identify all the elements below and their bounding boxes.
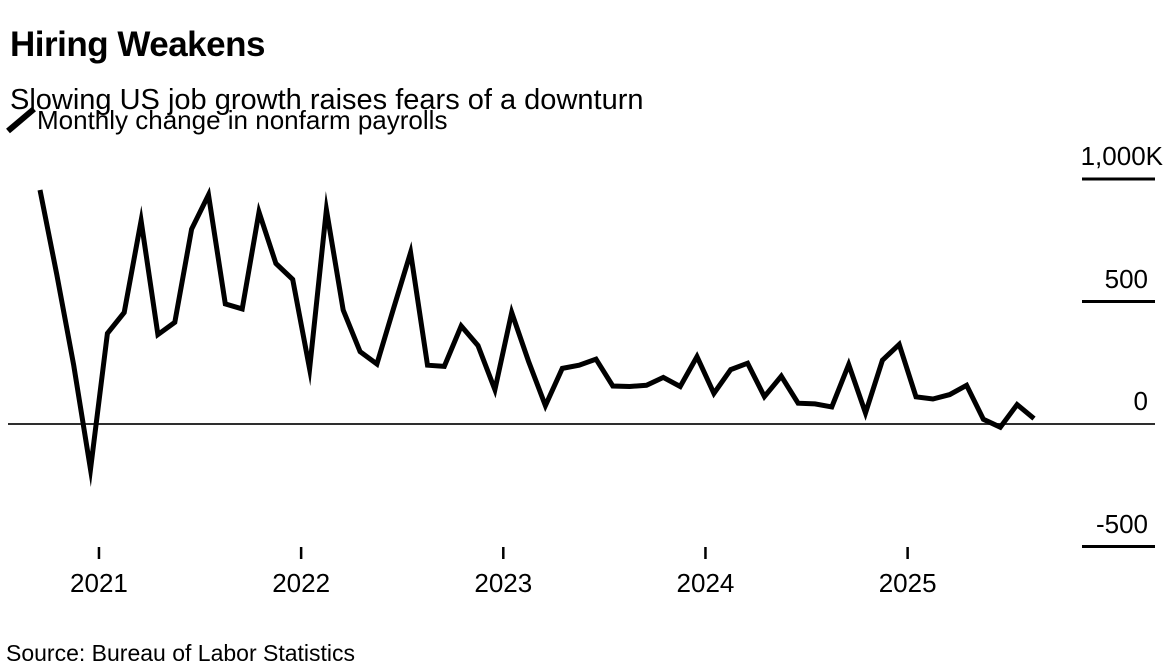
x-axis-label: 2022	[272, 568, 331, 598]
x-axis-label: 2024	[676, 568, 735, 598]
line-slash-icon	[6, 106, 36, 134]
x-axis-label: 2025	[878, 568, 937, 598]
page-title: Hiring Weakens	[10, 25, 265, 65]
y-axis-label: 1,000K	[1080, 141, 1163, 171]
x-axis-label: 2021	[70, 568, 128, 598]
source-attribution: Source: Bureau of Labor Statistics	[6, 640, 356, 666]
y-axis-label: -500	[1095, 508, 1148, 539]
page-subtitle: Slowing US job growth raises fears of a …	[10, 84, 644, 116]
y-axis-label: 500	[1104, 263, 1148, 294]
x-axis-label: 2023	[474, 568, 533, 598]
y-axis-label: 0	[1133, 386, 1148, 416]
legend-series-label: Monthly change in nonfarm payrolls	[37, 105, 448, 135]
